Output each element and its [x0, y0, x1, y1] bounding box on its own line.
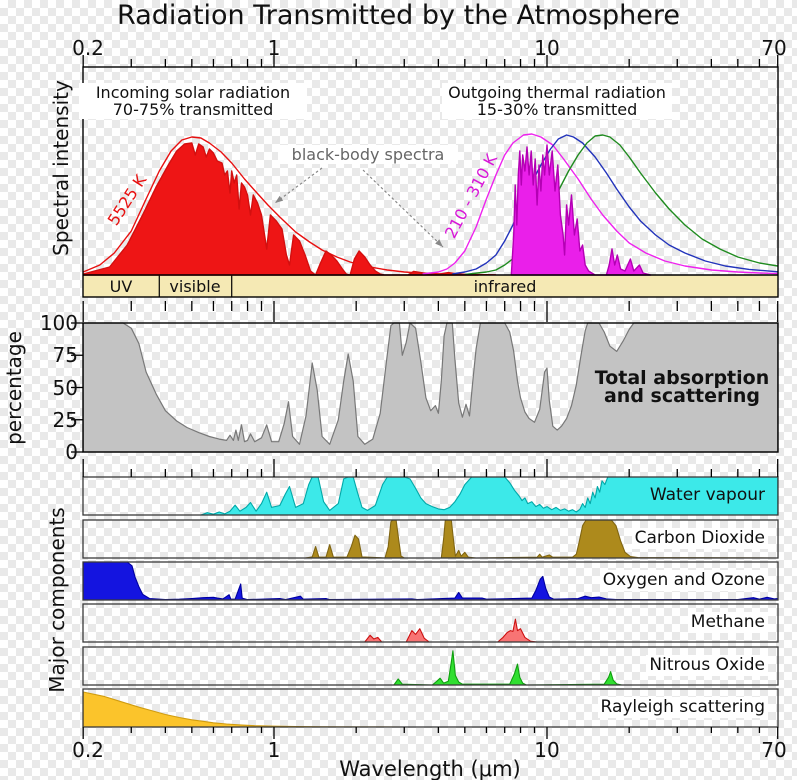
incoming-solar-annotation: Incoming solar radiation 70-75% transmit… — [79, 83, 307, 119]
incoming-solar-line2: 70-75% transmitted — [112, 100, 274, 119]
top-axis-ticks — [82, 55, 779, 67]
top-axis-label-10: 10 — [534, 36, 560, 60]
outgoing-thermal-line1: Outgoing thermal radiation — [448, 83, 666, 102]
ytick-100: 100 — [39, 311, 78, 335]
component-area-methane — [364, 618, 779, 643]
ytick-50: 50 — [52, 376, 78, 400]
spectral-panel-border — [82, 66, 779, 298]
outgoing-thermal-annotation: Outgoing thermal radiation 15-30% transm… — [442, 83, 672, 119]
mini-panel-border-1 — [82, 519, 779, 559]
bottom-axis-ticks — [82, 727, 779, 739]
blackbody-arrow-left — [274, 167, 323, 204]
component-label-carbon-dioxide: Carbon Dioxide — [631, 528, 768, 549]
band-label-visible: visible — [169, 277, 221, 296]
component-label-methane: Methane — [687, 612, 768, 633]
incoming-solar-line1: Incoming solar radiation — [95, 83, 291, 102]
bottom-axis-label-0.2: 0.2 — [72, 738, 104, 762]
spectral-y-axis-label: Spectral intensity — [49, 80, 73, 256]
x-axis-title: Wavelength (μm) — [339, 757, 521, 780]
total-absorption-area — [82, 322, 779, 453]
percentage-y-ticks — [71, 322, 83, 453]
component-area-nitrous-oxide — [393, 650, 779, 686]
thermal-envelope-260K — [452, 134, 778, 275]
total-absorption-label: Total absorption and scattering — [572, 367, 792, 407]
top-axis-label-70: 70 — [761, 36, 787, 60]
percentage-y-axis-label: percentage — [2, 331, 26, 445]
mini-panel-border-4 — [82, 646, 779, 686]
components-y-axis-label: Major components — [45, 507, 69, 693]
mini-panel-border-0 — [82, 476, 779, 516]
bottom-axis-label-1: 1 — [267, 738, 281, 762]
top-axis-label-0.2: 0.2 — [72, 36, 104, 60]
ytick-0: 0 — [65, 440, 78, 464]
mid-axis-ticks-upper — [82, 301, 779, 322]
ytick-25: 25 — [52, 408, 78, 432]
band-label-uv: UV — [109, 277, 133, 296]
outgoing-thermal-line2: 15-30% transmitted — [476, 100, 638, 119]
component-label-water-vapour: Water vapour — [649, 485, 765, 505]
component-label-nitrous-oxide: Nitrous Oxide — [646, 655, 768, 676]
total-absorption-line2: and scattering — [603, 385, 761, 407]
solar-envelope-5525K — [82, 136, 496, 276]
component-label-rayleigh: Rayleigh scattering — [597, 697, 768, 718]
thermal-transmitted — [510, 144, 652, 276]
bottom-axis-label-70: 70 — [761, 738, 787, 762]
component-label-oxygen-ozone: Oxygen and Ozone — [599, 570, 768, 591]
figure-title: Radiation Transmitted by the Atmosphere — [117, 0, 680, 31]
bottom-axis-label-10: 10 — [534, 738, 560, 762]
band-label-infrared: infrared — [473, 277, 537, 296]
component-area-water-vapour — [82, 476, 779, 516]
top-axis-label-1: 1 — [267, 36, 281, 60]
total-absorption-line1: Total absorption — [594, 367, 770, 389]
blackbody-spectra-label: black-body spectra — [278, 145, 458, 164]
blackbody-arrow-right — [362, 169, 444, 248]
thermal-envelope-210K — [464, 134, 778, 276]
mini-panel-border-5 — [82, 688, 779, 728]
mini-panel-border-2 — [82, 561, 779, 601]
mid-axis-ticks-lower — [82, 459, 779, 477]
ytick-75: 75 — [52, 343, 78, 367]
mini-panel-border-3 — [82, 603, 779, 643]
spectrum-band-strip — [83, 275, 778, 297]
